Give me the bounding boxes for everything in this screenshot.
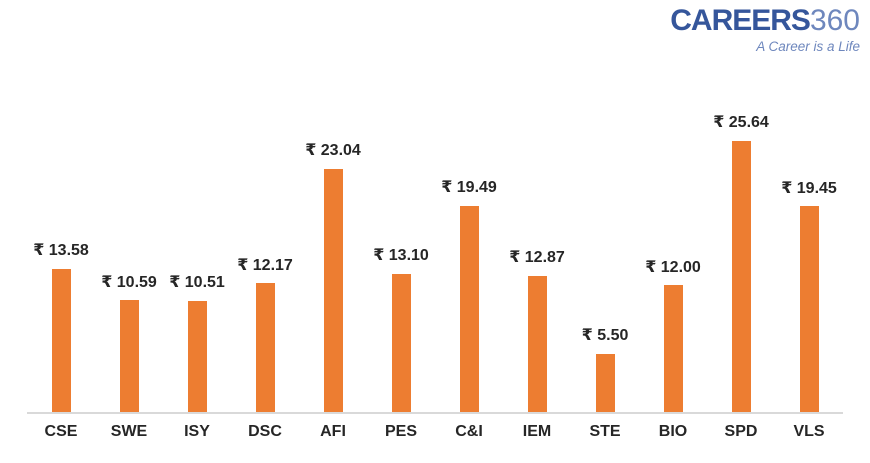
bar: [119, 300, 139, 412]
bar-value-label: ₹ 19.45: [781, 179, 837, 197]
logo-wordmark: CAREERS360: [670, 6, 860, 36]
x-axis-tick-label: SWE: [110, 423, 148, 440]
logo-brand-text: CAREERS: [670, 4, 811, 37]
bar-value-label: ₹ 12.00: [645, 258, 701, 276]
bar: [51, 268, 71, 412]
x-axis-line: [27, 412, 843, 414]
bar-value-label: ₹ 13.10: [373, 246, 429, 264]
bar-value-label: ₹ 12.17: [237, 256, 293, 274]
x-axis-tick-label: STE: [589, 423, 621, 440]
logo-tagline: A Career is a Life: [756, 39, 860, 54]
bar-group: ₹ 23.04: [299, 142, 367, 412]
bar-group: ₹ 10.59: [95, 274, 163, 412]
x-axis-tick-label: VLS: [793, 423, 825, 440]
x-axis-tick-label: PES: [384, 423, 417, 440]
bar-group: ₹ 12.87: [503, 249, 571, 412]
bar-value-label: ₹ 19.49: [441, 179, 497, 197]
x-axis-tick-label: ISY: [184, 423, 210, 440]
bar-group: ₹ 10.51: [163, 274, 231, 412]
x-axis-tick-label: C&I: [455, 423, 483, 440]
bar-value-label: ₹ 25.64: [713, 114, 769, 132]
x-axis-tick-label: CSE: [44, 423, 78, 440]
bar-group: ₹ 13.10: [367, 247, 435, 412]
bar-group: ₹ 19.49: [435, 179, 503, 412]
x-axis-tick-label: AFI: [320, 423, 346, 440]
bar-group: ₹ 12.00: [639, 259, 707, 412]
bar-value-label: ₹ 5.50: [581, 327, 629, 345]
bar: [459, 206, 479, 412]
bar-value-label: ₹ 10.51: [169, 274, 225, 292]
bar-group: ₹ 5.50: [571, 327, 639, 412]
bar: [595, 353, 615, 412]
bar-value-label: ₹ 12.87: [509, 249, 565, 267]
x-axis-tick-label: SPD: [724, 423, 758, 440]
bar: [663, 285, 683, 412]
bar: [799, 206, 819, 412]
x-axis-tick-label: BIO: [658, 423, 688, 440]
bar: [731, 141, 751, 412]
careers360-logo: CAREERS360 A Career is a Life: [670, 6, 860, 54]
bar: [527, 276, 547, 412]
bar-value-label: ₹ 13.58: [33, 241, 89, 259]
bar-group: ₹ 12.17: [231, 257, 299, 412]
x-axis-tick-label: DSC: [248, 423, 282, 440]
bar-plot-area: ₹ 13.58 ₹ 10.59 ₹ 10.51 ₹ 12.17 ₹ 23.04 ₹ 13.…: [27, 90, 843, 412]
bar: [255, 283, 275, 412]
bar-group: ₹ 19.45: [775, 180, 843, 412]
bar-group: ₹ 25.64: [707, 114, 775, 412]
bar-value-label: ₹ 10.59: [101, 273, 157, 291]
x-axis-tick-label: IEM: [522, 423, 552, 440]
bar: [187, 300, 207, 412]
x-axis-tick-labels: CSE SWE ISY DSC AFI PES C&I IEM STE BIO SPD VLS: [27, 414, 843, 441]
bar: [323, 168, 343, 412]
bar-value-label: ₹ 23.04: [305, 141, 361, 159]
logo-suffix-text: 360: [809, 4, 860, 37]
bar-group: ₹ 13.58: [27, 242, 95, 412]
bar: [391, 273, 411, 412]
